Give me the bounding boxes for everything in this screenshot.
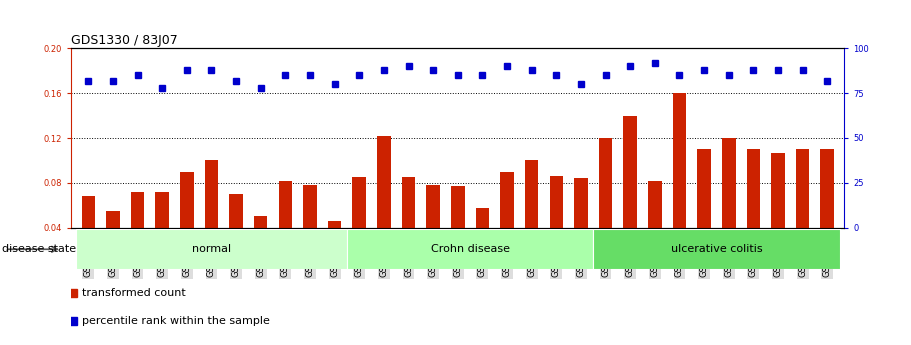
Bar (131, 192, 144, 273)
Bar (549, 176, 563, 273)
Bar (623, 116, 637, 273)
Bar (76, 229, 347, 269)
Bar (593, 229, 840, 269)
Bar (156, 192, 169, 273)
Bar (697, 149, 711, 273)
Bar (500, 171, 514, 273)
Bar (451, 186, 465, 273)
Text: ulcerative colitis: ulcerative colitis (670, 244, 763, 254)
Bar (377, 136, 391, 273)
Bar (796, 149, 809, 273)
Bar (180, 171, 194, 273)
Bar (328, 221, 342, 273)
Bar (747, 149, 760, 273)
Bar (347, 229, 593, 269)
Bar (81, 196, 95, 273)
Bar (353, 177, 366, 273)
Text: GDS1330 / 83J07: GDS1330 / 83J07 (71, 34, 178, 47)
Text: percentile rank within the sample: percentile rank within the sample (82, 316, 270, 326)
Bar (476, 207, 489, 273)
Bar (772, 152, 784, 273)
Text: Crohn disease: Crohn disease (431, 244, 509, 254)
Bar (426, 185, 440, 273)
Bar (648, 180, 661, 273)
Bar (525, 160, 538, 273)
Bar (230, 194, 243, 273)
Bar (107, 211, 119, 273)
Bar (574, 178, 588, 273)
Bar (672, 93, 686, 273)
Bar (821, 149, 834, 273)
Text: normal: normal (192, 244, 231, 254)
Bar (205, 160, 219, 273)
Bar (303, 185, 317, 273)
Bar (254, 217, 268, 273)
Bar (599, 138, 612, 273)
Text: disease state: disease state (2, 244, 76, 254)
Bar (402, 177, 415, 273)
Text: transformed count: transformed count (82, 288, 186, 298)
Bar (279, 180, 292, 273)
Bar (722, 138, 735, 273)
